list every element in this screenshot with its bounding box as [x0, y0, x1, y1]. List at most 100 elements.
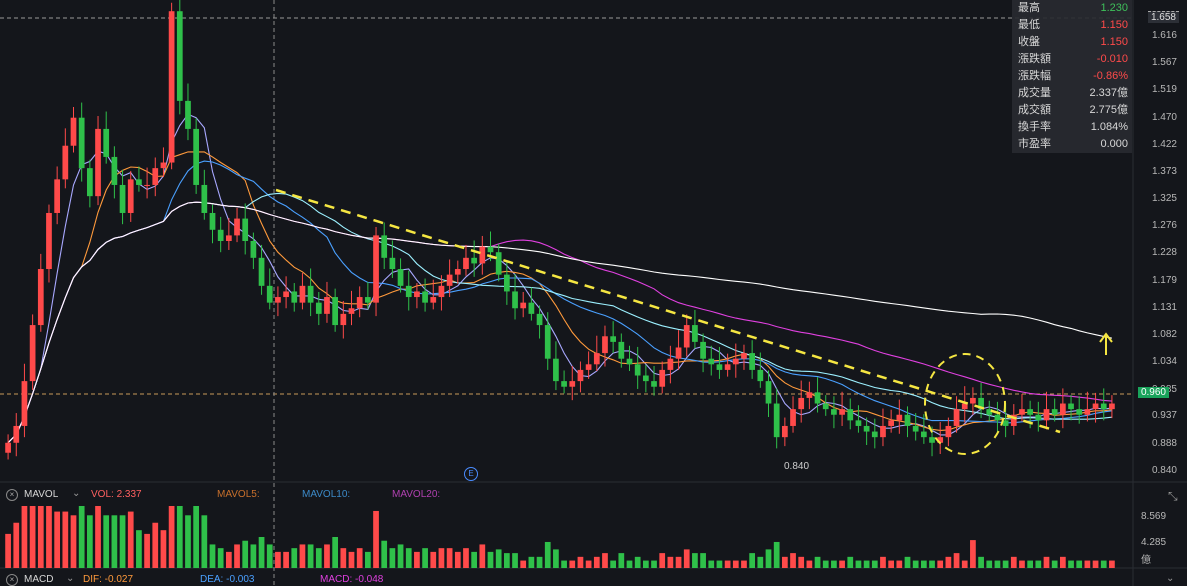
ma20-line	[7, 160, 1112, 444]
volume-indicator-dropdown-icon[interactable]: ⌄	[72, 488, 81, 499]
candle-body	[896, 414, 903, 421]
candle-body	[839, 409, 845, 415]
candle-body	[70, 117, 77, 146]
volume-bar	[405, 548, 412, 568]
info-value: 1.084%	[1090, 121, 1128, 133]
candle-body	[1027, 409, 1034, 415]
candle-body	[356, 297, 363, 309]
candle-body	[176, 11, 183, 101]
candle-body	[266, 285, 273, 303]
candle-body	[168, 11, 175, 163]
info-label: 漲跌幅	[1018, 70, 1051, 82]
volume-bar	[953, 553, 960, 568]
volume-bar	[749, 553, 756, 568]
candle-body	[626, 358, 633, 365]
macd-expand-icon[interactable]: ⌄	[1166, 573, 1175, 584]
volume-bar	[46, 506, 52, 568]
price-tick-label: 1.131	[1151, 301, 1177, 313]
event-marker-icon[interactable]: E	[464, 467, 478, 481]
info-label: 成交額	[1018, 104, 1051, 116]
candle-body	[446, 274, 453, 286]
ma30-line	[7, 192, 1112, 444]
candle-body	[831, 409, 837, 415]
candle-body	[642, 375, 649, 382]
volume-bar	[700, 553, 706, 568]
candle-body	[438, 285, 445, 298]
volume-bar	[217, 548, 224, 568]
volume-bar	[1002, 560, 1009, 568]
volume-indicator-name[interactable]: MAVOL	[24, 489, 59, 500]
macd-indicator-name[interactable]: MACD	[24, 574, 54, 585]
volume-close-icon[interactable]: ×	[6, 489, 18, 501]
candle-body	[86, 168, 93, 197]
candle-body	[397, 269, 404, 286]
candle-body	[937, 437, 944, 443]
candle-body	[512, 291, 518, 309]
top-price-marker: 1.658	[1147, 11, 1179, 23]
volume-bar	[234, 544, 240, 568]
candle-body	[234, 218, 240, 236]
candle-body	[283, 291, 289, 298]
volume-bar	[193, 506, 200, 568]
macd-close-icon[interactable]: ×	[6, 574, 18, 586]
volume-bar	[503, 553, 510, 568]
candle-body	[487, 246, 494, 253]
volume-bar	[54, 511, 61, 568]
candle-body	[732, 358, 739, 365]
volume-bar	[1076, 560, 1083, 568]
volume-bar	[561, 560, 567, 568]
price-tick-label: 1.228	[1151, 247, 1177, 259]
macd-indicator-dropdown-icon[interactable]: ⌄	[66, 573, 75, 584]
volume-bar	[569, 560, 576, 568]
volume-bar	[430, 551, 437, 568]
info-row: 成交額 2.775億	[1012, 102, 1132, 119]
candle-body	[847, 409, 854, 421]
candle-body	[536, 313, 543, 326]
candle-body	[242, 218, 249, 241]
resize-icon[interactable]: ⤡	[1168, 489, 1178, 503]
volume-bar	[37, 506, 44, 568]
volume-bar	[103, 515, 110, 568]
price-tick-label: 1.082	[1151, 329, 1177, 341]
candle-body	[528, 302, 535, 314]
volume-bar	[1019, 560, 1025, 568]
candle-body	[675, 347, 682, 359]
info-label: 最高	[1018, 2, 1040, 14]
candle-body	[1076, 409, 1083, 415]
mavol20-label: MAVOL20:	[392, 489, 441, 500]
candles[interactable]	[5, 0, 1115, 460]
candle-body	[798, 397, 805, 410]
volume-bar	[978, 556, 984, 568]
candle-body	[291, 291, 298, 303]
candle-body	[781, 425, 788, 438]
candle-body	[332, 297, 339, 326]
volume-bar	[1068, 560, 1074, 568]
volume-bar	[1027, 560, 1034, 568]
volume-bar	[471, 551, 478, 568]
candle-body	[1068, 403, 1074, 410]
candle-body	[577, 369, 584, 382]
volume-bar	[528, 556, 535, 568]
volume-bars[interactable]	[5, 506, 1115, 568]
candle-body	[634, 364, 641, 376]
candle-body	[1043, 409, 1050, 421]
volume-bar	[299, 544, 306, 568]
candle-body	[62, 145, 69, 180]
candle-body	[381, 235, 388, 258]
volume-bar	[634, 556, 641, 568]
candle-body	[651, 381, 657, 387]
candle-body	[185, 100, 191, 129]
volume-bar	[904, 556, 911, 568]
volume-bar	[185, 515, 191, 568]
volume-bar	[1092, 560, 1099, 568]
candle-body	[888, 420, 895, 426]
quote-info-panel: 最高 1.230 最低 1.150 收盤 1.150 漲跌額 -0.010 漲跌幅 -0.86% 成…	[1012, 0, 1132, 153]
price-tick-label: 1.616	[1151, 29, 1177, 41]
volume-bar	[937, 560, 944, 568]
candle-body	[970, 397, 976, 404]
volume-bar	[757, 556, 764, 568]
candle-body	[520, 302, 527, 309]
volume-bar	[495, 549, 502, 568]
candle-body	[348, 308, 355, 314]
